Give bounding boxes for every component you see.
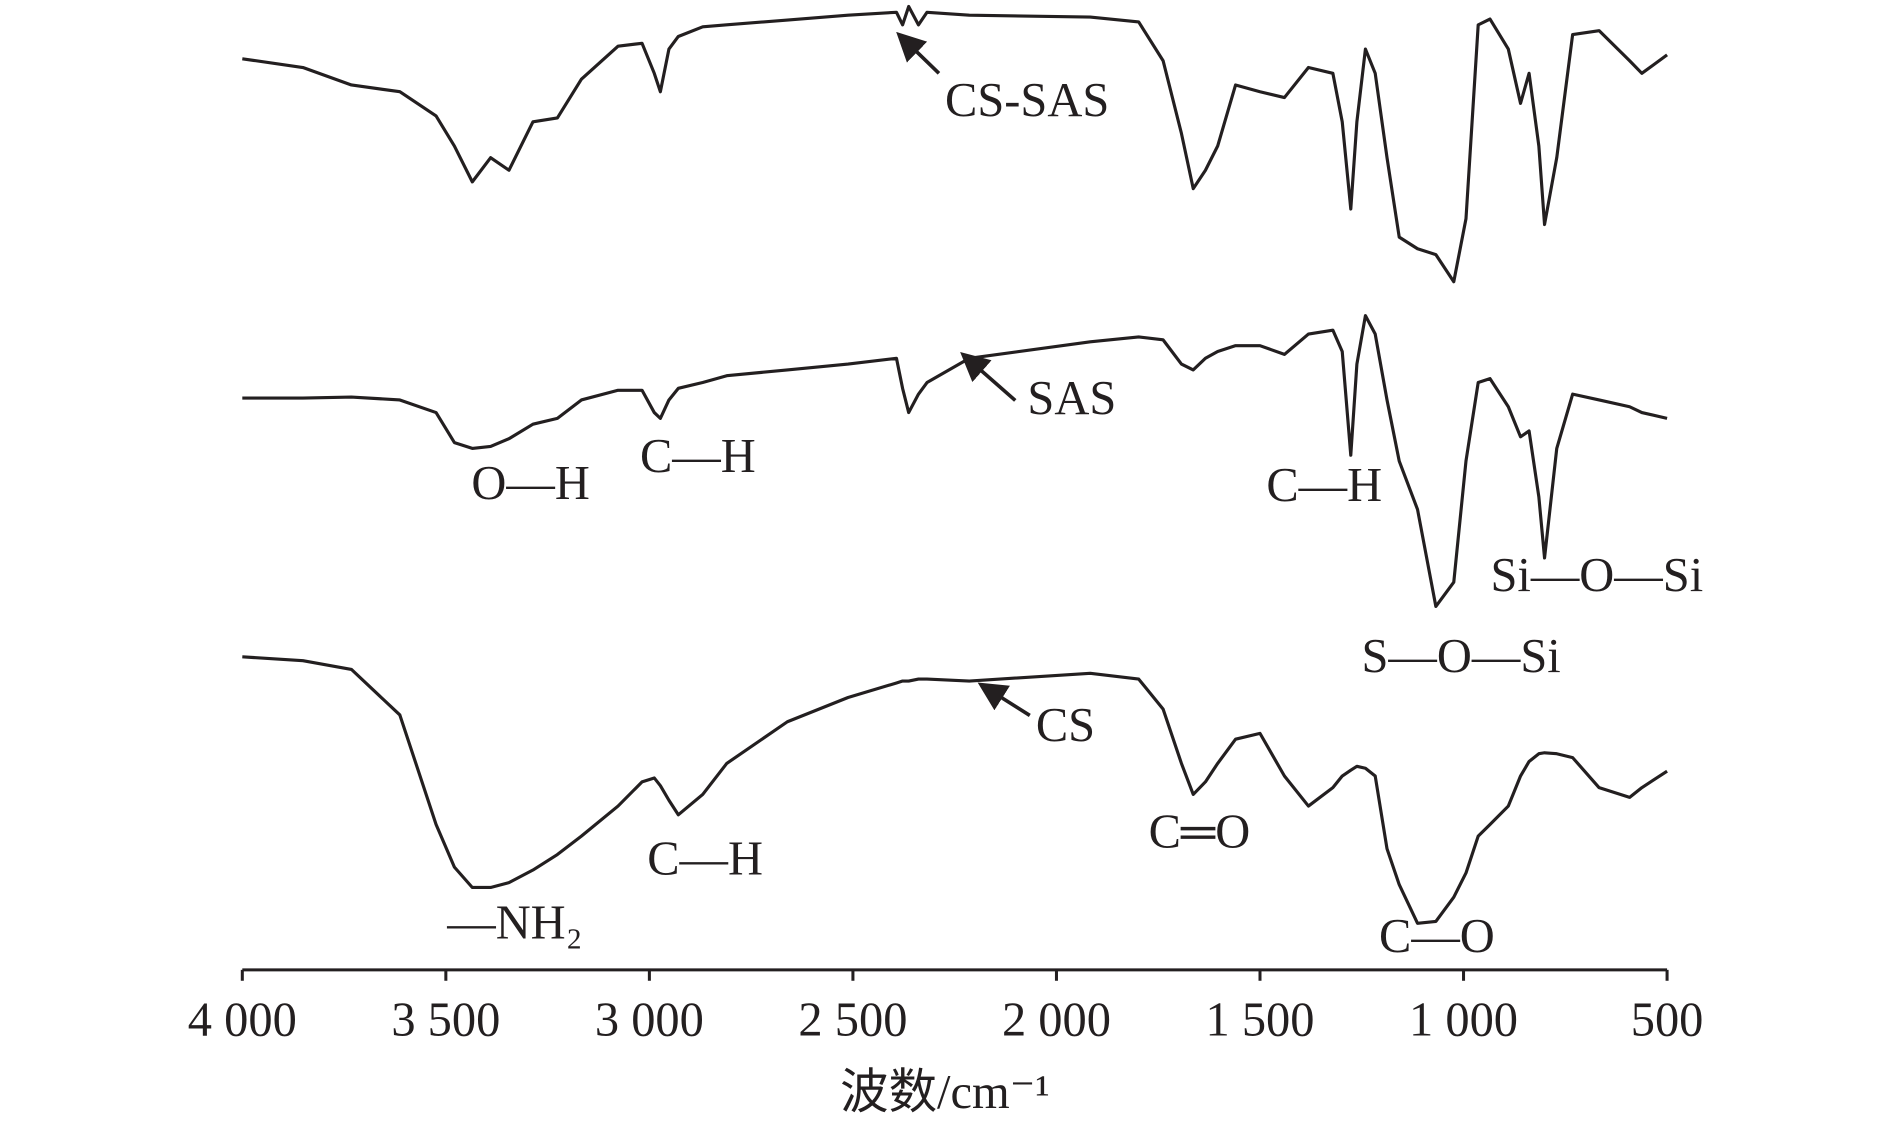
spectrum-line bbox=[242, 314, 1668, 608]
annotation: C—H bbox=[1266, 459, 1382, 512]
spectrum-line bbox=[242, 4, 1669, 284]
x-tick-label: 500 bbox=[1631, 994, 1704, 1047]
x-tick-label: 3 500 bbox=[391, 994, 500, 1047]
x-tick-label: 2 500 bbox=[798, 994, 907, 1047]
spectrum-line bbox=[242, 655, 1668, 925]
x-tick-label: 2 000 bbox=[1002, 994, 1111, 1047]
annotation: C—H bbox=[647, 832, 763, 885]
x-tick-label: 1 000 bbox=[1409, 994, 1518, 1047]
series-label: CS-SAS bbox=[945, 74, 1109, 127]
annotation: O—H bbox=[471, 457, 589, 510]
x-tick-label: 1 500 bbox=[1205, 994, 1314, 1047]
x-tick-label: 4 000 bbox=[188, 994, 297, 1047]
series-label: SAS bbox=[1027, 372, 1116, 425]
series-label: CS bbox=[1036, 699, 1095, 752]
x-tick-label: 3 000 bbox=[595, 994, 704, 1047]
annotation: S—O—Si bbox=[1361, 630, 1560, 683]
arrow bbox=[896, 31, 941, 75]
annotation: C—H bbox=[640, 430, 756, 483]
annotation: —NH₂ bbox=[446, 897, 582, 950]
annotation: Si—O—Si bbox=[1490, 549, 1703, 602]
arrow bbox=[960, 352, 1017, 402]
arrow bbox=[977, 682, 1031, 717]
annotation: C—O bbox=[1379, 910, 1495, 963]
annotation: C═O bbox=[1149, 806, 1251, 859]
x-axis-label: 波数/cm⁻¹ bbox=[840, 1066, 1050, 1119]
